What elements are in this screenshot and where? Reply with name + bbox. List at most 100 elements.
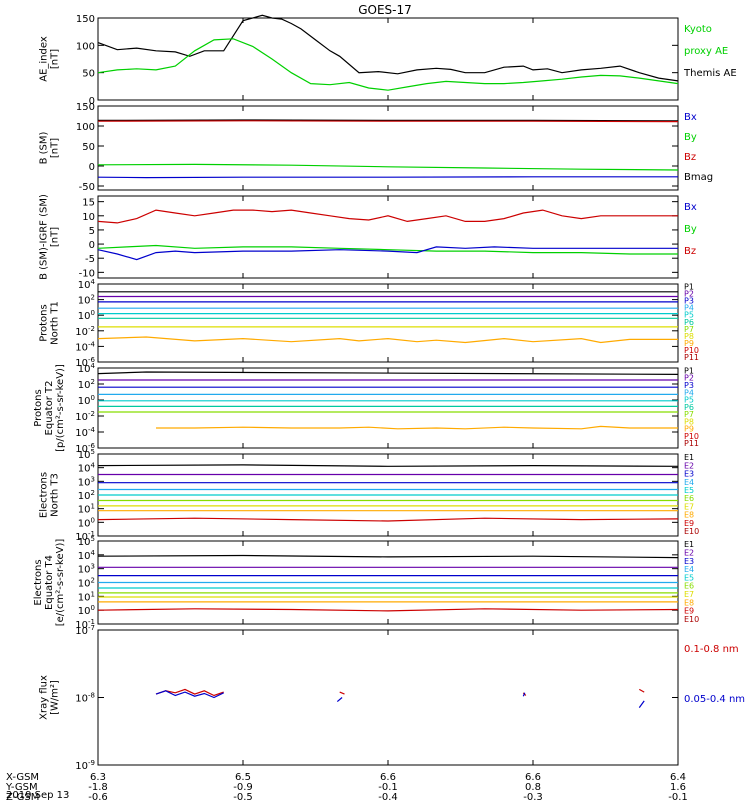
y-axis-label: B (SM)-IGRF (SM) xyxy=(39,194,50,280)
series-0-05-0-4-nm xyxy=(336,697,343,703)
time-axis-value: 6.6 xyxy=(525,772,541,783)
time-axis-value: 6.5 xyxy=(235,772,251,783)
legend-entry: E7 xyxy=(684,502,694,511)
series-0-1-0-8-nm xyxy=(639,688,645,693)
y-tick-label: 0 xyxy=(89,162,95,173)
y-axis-label: Protons xyxy=(33,389,44,426)
y-tick-label: 102 xyxy=(78,489,95,502)
y-axis-label: Electrons xyxy=(39,472,50,518)
series-by xyxy=(97,244,678,255)
y-axis-label: [nT] xyxy=(50,138,61,158)
y-axis-label: [nT] xyxy=(50,49,61,69)
y-axis-label: North T3 xyxy=(50,473,61,517)
legend-entry: P10 xyxy=(684,432,699,441)
legend-entry: E8 xyxy=(684,511,694,520)
y-tick-label: 10-9 xyxy=(75,759,95,772)
panel-frame xyxy=(97,195,679,279)
legend-entry: E8 xyxy=(684,598,694,607)
legend-entry: P3 xyxy=(684,297,694,306)
legend-entry: P2 xyxy=(684,289,694,298)
legend-entry: E9 xyxy=(684,607,694,616)
y-tick-label: 10-1 xyxy=(75,530,95,543)
y-axis-label: Equator T4 xyxy=(44,555,55,610)
series-bx xyxy=(97,176,678,179)
series-e1 xyxy=(97,464,679,467)
series-p8 xyxy=(156,425,678,430)
legend-entry: E2 xyxy=(684,461,694,470)
legend-entry: E5 xyxy=(684,486,694,495)
y-tick-label: 104 xyxy=(78,549,96,562)
legend-entry: P3 xyxy=(684,381,694,390)
y-tick-label: 10-6 xyxy=(75,442,95,455)
time-axis-value: -0.3 xyxy=(523,792,543,800)
plot-title: GOES-17 xyxy=(358,3,412,17)
legend-entry: P2 xyxy=(684,374,694,383)
series-p8 xyxy=(97,336,678,344)
legend-entry: By xyxy=(684,132,697,143)
y-tick-label: 10-4 xyxy=(75,340,95,353)
series-bx xyxy=(97,246,678,261)
y-tick-label: 10-4 xyxy=(75,426,95,439)
panel-protons_north: 104 102 100 10-2 10-4 10-6 Protons North T1 P1P2… xyxy=(39,278,700,369)
date-label: 2019 Sep 13 xyxy=(6,790,69,800)
legend-entry: Themis AE xyxy=(683,68,737,79)
time-axis-value: 6.4 xyxy=(670,772,686,783)
legend-entry: By xyxy=(684,224,697,235)
legend-entry: E1 xyxy=(684,453,694,462)
legend-entry: E3 xyxy=(684,470,694,479)
y-axis-label: Xray flux xyxy=(39,675,50,720)
y-tick-label: 100 xyxy=(76,122,95,133)
y-tick-label: 10-6 xyxy=(75,356,95,369)
y-axis-label: Protons xyxy=(39,304,50,341)
y-axis-label: B (SM) xyxy=(39,131,50,164)
legend-entry: E10 xyxy=(684,615,699,624)
y-tick-label: 101 xyxy=(78,590,95,603)
panel-bsm: 150 100 50 0 -50 B (SM) [nT] Bx By Bz Bmag xyxy=(39,102,714,193)
legend-entry: Kyoto xyxy=(684,24,712,35)
y-tick-label: 150 xyxy=(76,102,95,113)
y-axis-label: AE_index xyxy=(39,36,50,82)
y-tick-label: 100 xyxy=(76,41,95,52)
y-tick-label: 10-2 xyxy=(75,325,95,338)
y-tick-label: 0 xyxy=(89,240,95,251)
y-tick-label: 50 xyxy=(82,69,95,80)
series-e1 xyxy=(97,554,679,559)
panel-frame xyxy=(97,629,679,766)
y-axis-label: North T1 xyxy=(50,301,61,345)
series-bz xyxy=(97,120,679,123)
time-axis-value: -0.1 xyxy=(668,792,688,800)
time-axis-value: -1.8 xyxy=(88,782,108,793)
legend-entry: Bz xyxy=(684,152,696,163)
series-0-1-0-8-nm xyxy=(339,691,345,695)
y-tick-label: 105 xyxy=(78,448,95,461)
legend-entry: E2 xyxy=(684,549,694,558)
series-0-05-0-4-nm xyxy=(522,692,526,697)
series-p1 xyxy=(97,371,679,375)
legend-entry: Bx xyxy=(684,202,697,213)
y-tick-label: 103 xyxy=(78,475,95,488)
time-axis-value: -0.1 xyxy=(378,782,398,793)
legend-entry: P8 xyxy=(684,332,694,341)
time-axis-value: -0.6 xyxy=(88,792,108,800)
legend-entry: P6 xyxy=(684,318,694,327)
panel-frame xyxy=(97,283,679,363)
y-tick-label: 101 xyxy=(78,503,95,516)
time-axis-value: -0.5 xyxy=(233,792,253,800)
legend-entry: P1 xyxy=(684,366,694,375)
panel-bigrf: 15 10 5 0 -5 -10 B (SM)-IGRF (SM) [nT] Bx By Bz xyxy=(39,194,697,280)
legend-entry: Bz xyxy=(684,246,696,257)
legend-entry: P11 xyxy=(684,439,699,448)
y-tick-label: 105 xyxy=(78,535,95,548)
y-axis-label: [nT] xyxy=(50,227,61,247)
series-0-05-0-4-nm xyxy=(638,700,645,708)
legend-entry: P4 xyxy=(684,388,694,397)
legend-entry: P4 xyxy=(684,304,694,313)
series-0-05-0-4-nm xyxy=(155,690,224,699)
y-axis-label: [e/(cm²-s-sr-keV)] xyxy=(55,539,66,627)
series-bz xyxy=(97,209,678,224)
y-tick-label: 0 xyxy=(89,96,95,107)
y-tick-label: 100 xyxy=(78,604,95,617)
